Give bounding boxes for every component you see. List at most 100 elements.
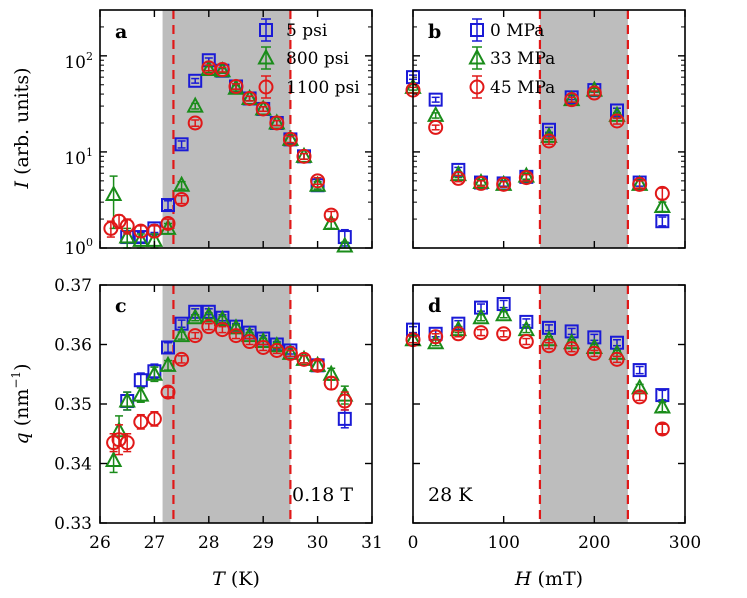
point-c-800psi-6	[172, 325, 191, 343]
point-a-1100psi-1	[111, 213, 127, 229]
point-d-45mpa-10	[632, 389, 648, 405]
point-c-1100psi-14	[282, 345, 298, 361]
point-d-45mpa-8	[586, 345, 602, 361]
point-a-5psi-4	[174, 137, 189, 152]
point-a-800psi-17	[336, 236, 354, 253]
point-a-800psi-2	[132, 230, 150, 247]
point-b-45mpa-8	[586, 85, 602, 101]
point-a-800psi-1	[118, 227, 136, 244]
panel-d-axes: 0 100 200 300	[408, 284, 701, 553]
point-d-0mpa-8	[587, 330, 602, 345]
panel-c-xtick-label-26: 26	[89, 533, 111, 553]
point-b-45mpa-5	[518, 170, 534, 186]
point-b-45mpa-3	[473, 175, 489, 191]
point-c-800psi-9	[213, 309, 232, 327]
panel-c-ytick-label-0.35: 0.35	[54, 395, 92, 415]
legend-a-item-1100psi: 1100 psi	[286, 78, 360, 98]
panel-c-marks	[104, 304, 354, 474]
panel-c-ytick-label-0.37: 0.37	[54, 276, 92, 296]
point-a-1100psi-6	[174, 191, 190, 207]
panel-d-xtick-label-300: 300	[669, 533, 701, 553]
point-c-800psi-0	[104, 450, 123, 468]
panel-c-field-annotation: 0.18 T	[292, 484, 353, 506]
point-c-800psi-7	[186, 308, 204, 325]
point-a-1100psi-15	[296, 148, 312, 164]
point-c-1100psi-7	[187, 328, 203, 344]
point-c-1100psi-5	[160, 384, 176, 400]
panel-d-marks	[404, 297, 672, 437]
point-c-1100psi-3	[133, 414, 149, 430]
point-c-5psi-14	[337, 411, 352, 426]
panel-b-label: b	[428, 21, 441, 43]
point-a-1100psi-2	[119, 218, 135, 234]
point-a-1100psi-17	[323, 207, 339, 223]
point-b-33mpa-7	[562, 90, 581, 107]
point-c-1100psi-9	[214, 322, 230, 338]
point-d-45mpa-4	[496, 326, 512, 342]
legend-a-item-5psi: 5 psi	[286, 21, 328, 41]
point-b-0mpa-11	[655, 214, 670, 229]
point-d-33mpa-3	[472, 308, 490, 325]
legend-b-label-33mpa: 33 MPa	[490, 49, 555, 69]
legend-a-label-1100psi: 1100 psi	[286, 78, 360, 98]
point-c-1100psi-12	[255, 339, 271, 355]
panel-c-xtick-label-30: 30	[307, 533, 329, 553]
panel-d-shade	[538, 285, 629, 523]
point-a-1100psi-9	[214, 62, 230, 78]
point-c-800psi-5	[159, 355, 177, 372]
point-c-800psi-2	[118, 391, 136, 408]
point-d-45mpa-3	[473, 325, 489, 341]
point-d-0mpa-9	[610, 335, 624, 350]
legend-b-marker-0mpa	[470, 23, 484, 37]
panel-a: a 5 psi 800 psi 1100 psi I (arb. units) …	[11, 9, 373, 259]
point-a-800psi-0	[104, 184, 123, 202]
legend-a-marker-1100psi	[258, 79, 274, 95]
point-a-1100psi-7	[187, 115, 203, 131]
panel-a-axes	[99, 9, 373, 249]
point-a-1100psi-16	[310, 173, 326, 189]
point-b-45mpa-11	[654, 185, 670, 201]
panel-c-ytick-label-0.36: 0.36	[54, 336, 92, 356]
point-c-1100psi-2	[119, 435, 135, 451]
panel-d-xtick-label-0: 0	[408, 533, 419, 553]
point-c-1100psi-10	[228, 328, 244, 344]
panel-c-ytick-label-0.33: 0.33	[54, 514, 92, 534]
panel-a-y-axis-label: I (arb. units)	[11, 68, 33, 190]
point-b-45mpa-9	[609, 113, 625, 129]
panel-a-legend: 5 psi 800 psi 1100 psi	[257, 18, 360, 99]
point-a-1100psi-13	[269, 115, 285, 131]
legend-a-marker-800psi	[257, 48, 275, 65]
legend-b-label-45mpa: 45 MPa	[490, 78, 555, 98]
panel-c-axes: 26 27 28 29 30 31 0.33 0.34 0.35 0.36 0.37	[54, 276, 383, 553]
point-c-1100psi-11	[242, 334, 258, 350]
panel-d-x-axis-label: H (mT)	[514, 568, 583, 590]
point-d-33mpa-4	[494, 305, 513, 322]
panel-b: b 0 MPa 33 MPa 45 MPa	[404, 9, 686, 249]
panel-d-xtick-label-200: 200	[578, 533, 610, 553]
point-a-800psi-4	[159, 218, 177, 235]
panel-b-axes-frame	[412, 9, 686, 249]
point-a-800psi-6	[186, 96, 204, 113]
panel-c: 26 27 28 29 30 31 0.33 0.34 0.35 0.36 0.37 c 0.18 …	[9, 276, 383, 590]
point-c-1100psi-4	[146, 411, 162, 427]
legend-a-marker-5psi	[259, 23, 273, 37]
point-d-0mpa-4	[496, 297, 511, 312]
point-c-1100psi-17	[323, 375, 339, 391]
point-d-0mpa-7	[564, 324, 579, 339]
point-d-45mpa-11	[654, 421, 670, 437]
point-c-800psi-8	[200, 306, 218, 323]
point-d-33mpa-11	[653, 397, 672, 414]
panel-b-legend: 0 MPa 33 MPa 45 MPa	[468, 18, 555, 99]
point-a-800psi-14	[295, 146, 313, 163]
panel-a-ytick-label-1: 100	[64, 236, 93, 259]
point-a-1100psi-14	[282, 131, 298, 147]
point-b-45mpa-2	[450, 170, 466, 186]
legend-b-label-0mpa: 0 MPa	[490, 21, 544, 41]
point-b-45mpa-7	[564, 92, 580, 108]
panel-d-xtick-label-100: 100	[487, 533, 519, 553]
point-c-1100psi-13	[269, 342, 285, 358]
point-a-5psi-3	[161, 198, 175, 213]
point-d-45mpa-5	[518, 334, 534, 350]
point-b-45mpa-10	[632, 176, 648, 192]
